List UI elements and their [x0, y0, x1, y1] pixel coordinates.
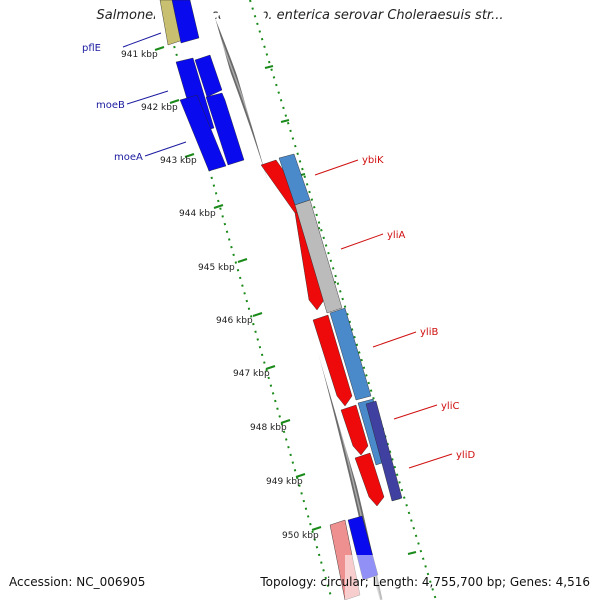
kbp-label: 944 kbp: [179, 209, 216, 219]
gene-bottom-features[interactable]: [329, 515, 385, 600]
svg-text:ybiK: ybiK: [362, 155, 384, 166]
kbp-label: 941 kbp: [121, 50, 158, 60]
gene-yliA-feature[interactable]: [294, 199, 343, 314]
svg-text:moeA: moeA: [114, 152, 143, 163]
kbp-label: 947 kbp: [233, 369, 270, 379]
kbp-labels: 941 kbp 942 kbp 943 kbp 944 kbp 945 kbp …: [121, 50, 319, 541]
gene-label-yliB: yliB: [372, 327, 438, 348]
kbp-label: 943 kbp: [160, 156, 197, 166]
accession-text: Accession: NC_006905: [9, 575, 146, 589]
gene-label-yliC: yliC: [393, 401, 459, 420]
gene-pflE-feature[interactable]: [159, 0, 200, 46]
gene-moeA-feature[interactable]: [179, 92, 245, 172]
genome-stats-text: Topology: circular; Length: 4,755,700 bp…: [260, 575, 590, 589]
svg-text:yliC: yliC: [441, 401, 459, 412]
gene-yliD-feature[interactable]: [354, 400, 403, 507]
svg-text:moeB: moeB: [96, 100, 125, 111]
gene-label-pflE: pflE: [82, 32, 162, 54]
svg-text:pflE: pflE: [82, 43, 101, 54]
kbp-label: 945 kbp: [198, 263, 235, 273]
left-major-ticks: [154, 46, 322, 531]
gene-label-moeA: moeA: [114, 141, 187, 163]
kbp-label: 946 kbp: [216, 316, 253, 326]
svg-text:yliD: yliD: [456, 450, 475, 461]
kbp-label: 948 kbp: [250, 423, 287, 433]
kbp-label: 949 kbp: [266, 477, 303, 487]
gene-label-yliA: yliA: [340, 230, 405, 250]
svg-text:yliB: yliB: [420, 327, 438, 338]
gene-label-ybiK: ybiK: [314, 155, 384, 176]
kbp-label: 942 kbp: [141, 103, 178, 113]
gene-label-moeB: moeB: [96, 90, 169, 111]
gene-label-yliD: yliD: [408, 450, 475, 469]
kbp-label: 950 kbp: [282, 531, 319, 541]
right-tick-track: [249, 0, 437, 600]
svg-text:yliA: yliA: [387, 230, 405, 241]
gene-yliB-feature[interactable]: [312, 307, 372, 407]
